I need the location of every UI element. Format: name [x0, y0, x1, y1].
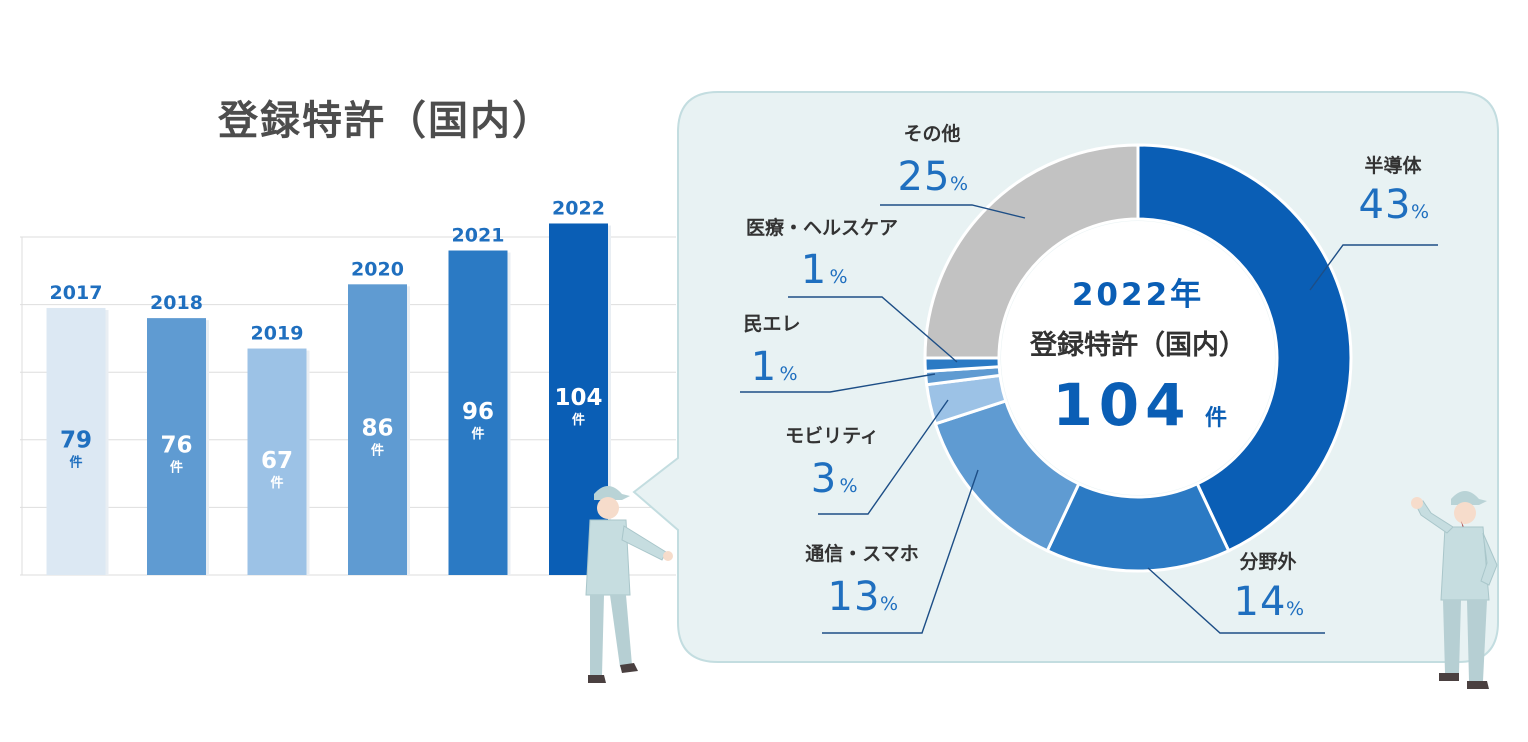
bar-2019: [247, 348, 307, 575]
bar-2017: [46, 307, 106, 575]
worker-figure-raised-arm: [1411, 491, 1498, 689]
bar-year-label: 2020: [351, 258, 404, 280]
bar-2021: [448, 250, 508, 575]
leader-line: [788, 296, 958, 363]
bar-unit-label: 件: [371, 443, 384, 459]
fist: [1411, 497, 1423, 509]
raised-arm: [1414, 500, 1454, 534]
shoe-left: [1439, 673, 1459, 681]
bar-2018: [147, 318, 206, 575]
bar-unit-label: 件: [572, 412, 585, 428]
bar-year-label: 2017: [50, 282, 103, 304]
slice-percent-sign: %: [829, 266, 847, 288]
slice-label: 半導体: [1364, 154, 1422, 177]
slice-percent-value: 3: [811, 456, 837, 502]
donut-center-title: 登録特許（国内）: [1029, 329, 1246, 361]
bar-value-label: 67: [261, 448, 293, 474]
slice-percent-value: 1: [801, 247, 827, 293]
donut-hole: [1001, 221, 1275, 495]
donut-center-unit: 件: [1205, 406, 1227, 431]
bar-value-label: 86: [361, 416, 393, 442]
slice-label: 民エレ: [743, 313, 800, 335]
shoe-right: [1467, 681, 1489, 689]
torso: [1440, 526, 1490, 601]
shoe-right: [620, 663, 638, 673]
bar-unit-label: 件: [270, 475, 283, 491]
donut-center-total: 104: [1052, 371, 1191, 439]
leader-line: [1147, 567, 1325, 634]
leader-line: [880, 204, 1026, 219]
bar-unit-label: 件: [69, 454, 82, 470]
arm: [621, 525, 667, 561]
leader-line: [740, 373, 936, 393]
donut-center-year: 2022年: [1072, 277, 1204, 313]
head: [597, 497, 619, 519]
slice-percent-sign: %: [950, 173, 968, 195]
slice-percent-value: 43: [1359, 182, 1412, 228]
shoe-left: [588, 675, 606, 683]
bar-unit-label: 件: [471, 426, 484, 442]
donut-slice: [923, 143, 1140, 360]
head: [1454, 502, 1476, 524]
slice-percent-sign: %: [880, 593, 898, 615]
bar-year-label: 2022: [552, 197, 605, 219]
bar-year-label: 2021: [452, 225, 505, 247]
worker-figure: [585, 486, 673, 683]
slice-percent-value: 14: [1234, 579, 1287, 625]
bar-2022: [549, 223, 608, 576]
slice-label: 通信・スマホ: [805, 542, 918, 565]
slice-label: 医療・ヘルスケア: [746, 216, 898, 239]
slice-percent-value: 25: [898, 154, 951, 200]
bar-year-label: 2018: [150, 292, 203, 314]
leg-left: [590, 595, 604, 675]
illustrations: [585, 486, 1498, 689]
leader-line: [818, 399, 949, 515]
slice-label: モビリティ: [785, 425, 879, 447]
bar-value-label: 104: [554, 385, 602, 411]
leg-left: [1443, 600, 1461, 673]
torso: [585, 519, 631, 596]
bar-value-label: 96: [462, 399, 494, 425]
slice-percent-sign: %: [1411, 201, 1429, 223]
slice-label: その他: [903, 122, 960, 145]
cap: [1451, 491, 1487, 505]
bar-unit-label: 件: [170, 460, 183, 476]
leader-line: [1309, 244, 1438, 291]
arm: [1480, 532, 1498, 586]
cap: [594, 486, 630, 500]
slice-percent-value: 1: [751, 344, 777, 390]
bar-value-label: 79: [60, 427, 92, 453]
bar-value-label: 76: [160, 433, 192, 459]
bar-chart: 201779件201876件201967件202086件202196件20221…: [20, 197, 676, 576]
slice-label: 分野外: [1239, 550, 1296, 573]
bar-year-label: 2019: [251, 323, 304, 345]
bar-chart-title: 登録特許（国内）: [218, 98, 554, 144]
bar-2020: [348, 284, 407, 575]
donut-slice: [1136, 143, 1353, 553]
donut-slice: [1045, 481, 1231, 573]
hand: [663, 551, 673, 561]
slice-percent-sign: %: [1286, 598, 1304, 620]
leg-right: [1467, 600, 1487, 681]
slice-percent-value: 13: [828, 574, 881, 620]
leader-line: [822, 469, 979, 634]
slice-percent-sign: %: [779, 363, 797, 385]
slice-percent-sign: %: [839, 475, 857, 497]
leg-right: [610, 595, 632, 667]
